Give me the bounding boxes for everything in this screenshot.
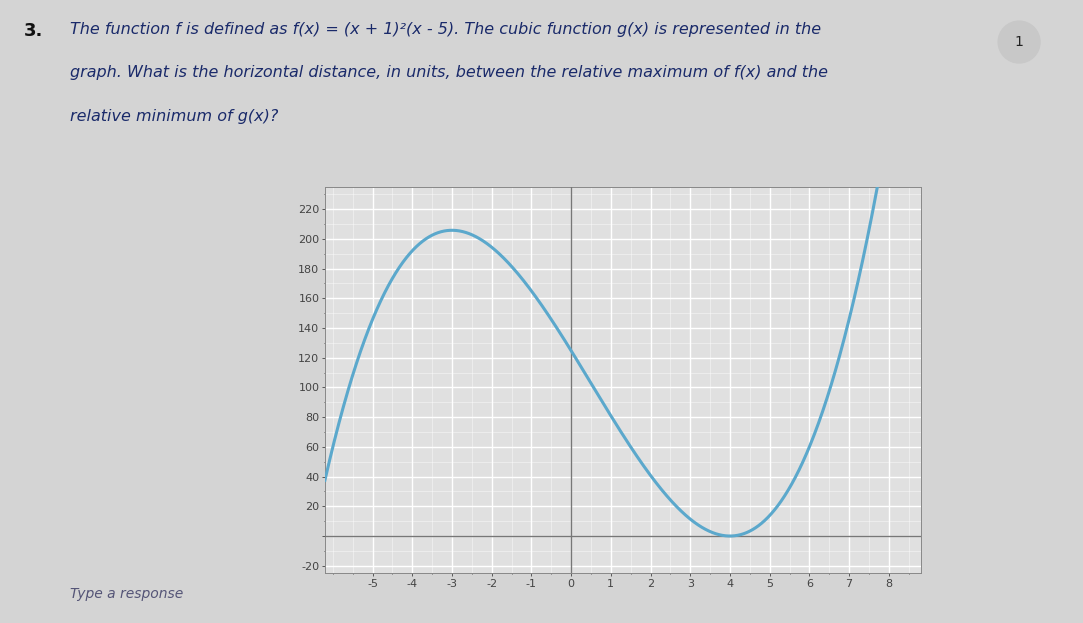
- Circle shape: [999, 21, 1040, 63]
- Text: 1: 1: [1015, 35, 1023, 49]
- Text: The function f is defined as f(x) = (x + 1)²(x - 5). The cubic function g(x) is : The function f is defined as f(x) = (x +…: [70, 22, 822, 37]
- Text: Type a response: Type a response: [70, 587, 184, 601]
- Text: graph. What is the horizontal distance, in units, between the relative maximum o: graph. What is the horizontal distance, …: [70, 65, 828, 80]
- Text: relative minimum of g(x)?: relative minimum of g(x)?: [70, 109, 278, 124]
- Text: 3.: 3.: [24, 22, 43, 40]
